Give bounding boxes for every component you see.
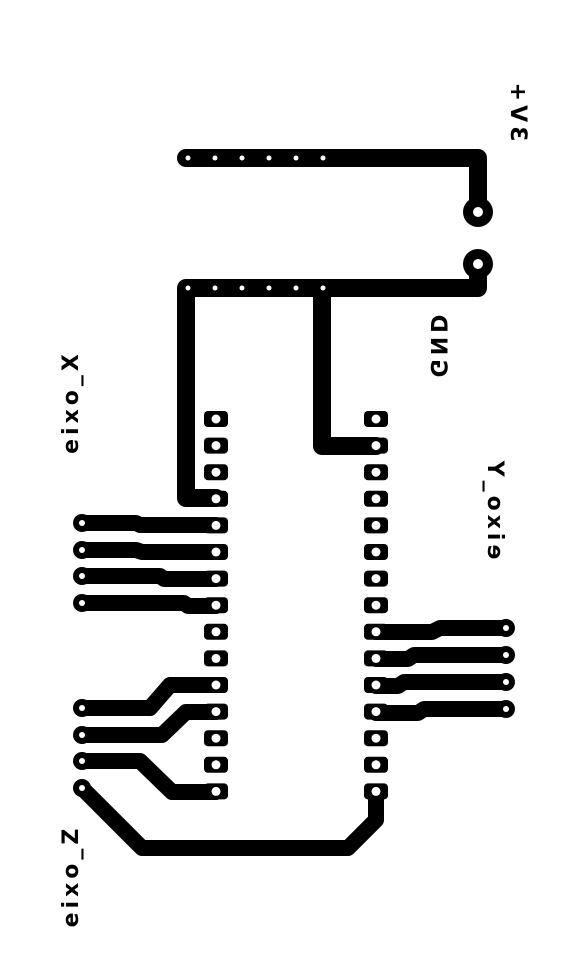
ic-pad-drill [211,494,221,504]
ic-pad-drill [211,733,221,743]
connector-pad-drill [79,785,85,791]
y-trace-1 [368,620,514,640]
z-trace-3 [74,753,224,800]
connector-pad-drill [503,652,509,658]
z-trace-4 [74,780,384,856]
header-pin-drill [212,285,218,291]
header-pin-drill [266,155,272,161]
ic-pad-drill [371,414,381,424]
header-pin-drill [320,155,326,161]
copper-traces [74,149,514,856]
power-pad-drill [473,207,483,217]
ic-pad-drill [371,547,381,557]
vcc-label: 3V+ [505,78,530,142]
z-trace-1 [74,677,224,716]
x-trace-3 [74,568,224,587]
gnd-trace [177,255,487,507]
connector-pad-drill [79,732,85,738]
pads [73,151,515,800]
connector-pad-drill [79,600,85,606]
header-pin-drill [293,155,299,161]
connector-pad-drill [79,705,85,711]
gnd-label: GND [425,310,450,378]
power-pad-drill [473,259,483,269]
axis-y-label: eixo_Y [482,456,507,560]
vcc-trace [177,149,487,221]
ic-pad-drill [211,760,221,770]
axis-x-label: eixo_X [59,350,84,454]
header-pin-drill [212,155,218,161]
ic-pad-drill [211,414,221,424]
connector-pad-drill [79,547,85,553]
ic-pad-drill [371,520,381,530]
ic-pad-drill [211,441,221,451]
ic-pad-drill [211,467,221,477]
header-pin-drill [266,285,272,291]
connector-pad-drill [503,679,509,685]
ic-pad-drill [211,600,221,610]
header-pin-drill [239,155,245,161]
connector-pad-drill [503,706,509,712]
connector-pad-drill [79,758,85,764]
header-pin-drill [293,285,299,291]
ic-pad-drill [211,680,221,690]
header-pin-drill [185,155,191,161]
ic-pad-drill [371,653,381,663]
ic-pad-drill [211,574,221,584]
ic-pad-drill [371,574,381,584]
connector-pad-drill [503,625,509,631]
ic-pad-drill [371,760,381,770]
x-trace-2 [74,542,224,560]
x-trace-4 [74,595,224,614]
ic-pad-drill [211,707,221,717]
ic-pad-drill [211,520,221,530]
ic-pad-drill [371,733,381,743]
header-pin-drill [239,285,245,291]
ic-pad-drill [371,600,381,610]
header-pin-drill [320,285,326,291]
connector-pad-drill [79,573,85,579]
ic-pad-drill [211,547,221,557]
ic-pad-drill [211,627,221,637]
gnd-branch-trace [313,279,385,455]
ic-pad-drill [371,494,381,504]
ic-pad-drill [371,441,381,451]
axis-z-label: eixo_Z [59,824,84,928]
y-trace-2 [368,647,514,667]
ic-pad-drill [211,786,221,796]
ic-pad-drill [371,786,381,796]
ic-pad-drill [371,680,381,690]
header-pin-drill [185,285,191,291]
ic-pad-drill [371,627,381,637]
y-trace-3 [368,674,514,694]
y-trace-4 [368,701,514,721]
ic-pad-drill [371,707,381,717]
ic-pad-drill [371,467,381,477]
x-trace-1 [74,515,224,533]
z-trace-2 [74,704,224,743]
connector-pad-drill [79,520,85,526]
ic-pad-drill [211,653,221,663]
